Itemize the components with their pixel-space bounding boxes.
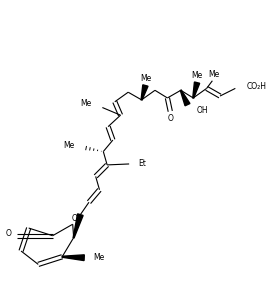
Text: Me: Me <box>94 253 105 262</box>
Polygon shape <box>73 214 83 238</box>
Text: Me: Me <box>63 141 75 150</box>
Text: O: O <box>167 114 173 124</box>
Polygon shape <box>62 255 84 261</box>
Text: O: O <box>6 229 12 238</box>
Text: O: O <box>72 214 77 223</box>
Text: Me: Me <box>209 70 220 80</box>
Text: Et: Et <box>139 159 147 168</box>
Polygon shape <box>180 90 190 106</box>
Text: OH: OH <box>197 106 209 115</box>
Text: Me: Me <box>81 99 92 108</box>
Polygon shape <box>193 82 200 98</box>
Text: Me: Me <box>191 71 203 80</box>
Text: CO₂H: CO₂H <box>247 82 267 91</box>
Polygon shape <box>141 85 148 100</box>
Text: Me: Me <box>140 74 151 83</box>
